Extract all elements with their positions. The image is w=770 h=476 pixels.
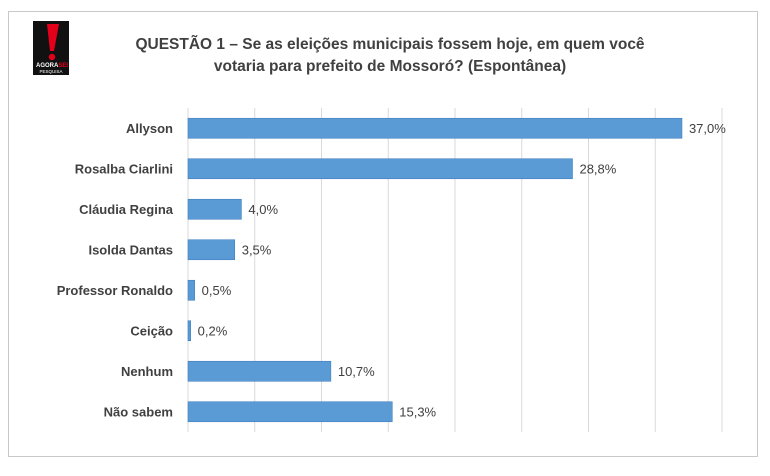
logo-dot (48, 53, 56, 61)
category-label: Professor Ronaldo (57, 283, 173, 298)
bar (187, 360, 332, 382)
chart-title-line2: votaria para prefeito de Mossoró? (Espon… (213, 58, 567, 75)
category-labels: Allyson Rosalba Ciarlini Cláudia Regina Iso… (57, 121, 174, 420)
value-label: 0,2% (198, 323, 228, 338)
logo-brand: AGORA (36, 63, 59, 69)
value-label: 15,3% (399, 404, 436, 419)
category-label: Cláudia Regina (79, 202, 174, 217)
value-label: 4,0% (248, 202, 278, 217)
category-label: Isolda Dantas (88, 242, 173, 257)
chart-frame (8, 11, 758, 457)
bar (187, 401, 393, 423)
category-label: Não sabem (104, 404, 173, 419)
bar (187, 158, 573, 180)
agorasei-logo: AGORASEI PESQUISA (33, 21, 69, 75)
value-labels: 37,0% 28,8% 4,0% 3,5% 0,5% 0,2% 10,7% 15,3% (198, 121, 727, 420)
category-label: Ceição (130, 323, 173, 338)
chart-title-line1: QUESTÃO 1 – Se as eleições municipais fo… (135, 36, 645, 53)
category-label: Rosalba Ciarlini (75, 161, 173, 176)
bar (187, 239, 236, 261)
value-label: 0,5% (202, 283, 232, 298)
category-label: Nenhum (121, 364, 173, 379)
logo-subtitle: PESQUISA (39, 69, 62, 74)
value-label: 28,8% (579, 161, 616, 176)
category-label: Allyson (126, 121, 173, 136)
logo-brand-accent: SEI (58, 63, 68, 69)
bar (187, 198, 242, 220)
bar (187, 279, 195, 301)
value-label: 10,7% (338, 364, 375, 379)
logo-exclamation (47, 24, 59, 51)
chart-title: QUESTÃO 1 – Se as eleições municipais fo… (90, 34, 690, 78)
bar (187, 117, 683, 139)
value-label: 3,5% (242, 242, 272, 257)
value-label: 37,0% (689, 121, 726, 136)
bar (187, 320, 191, 342)
svg-text:AGORASEI: AGORASEI (36, 63, 68, 69)
bars (187, 117, 683, 423)
grid-lines (187, 108, 723, 432)
